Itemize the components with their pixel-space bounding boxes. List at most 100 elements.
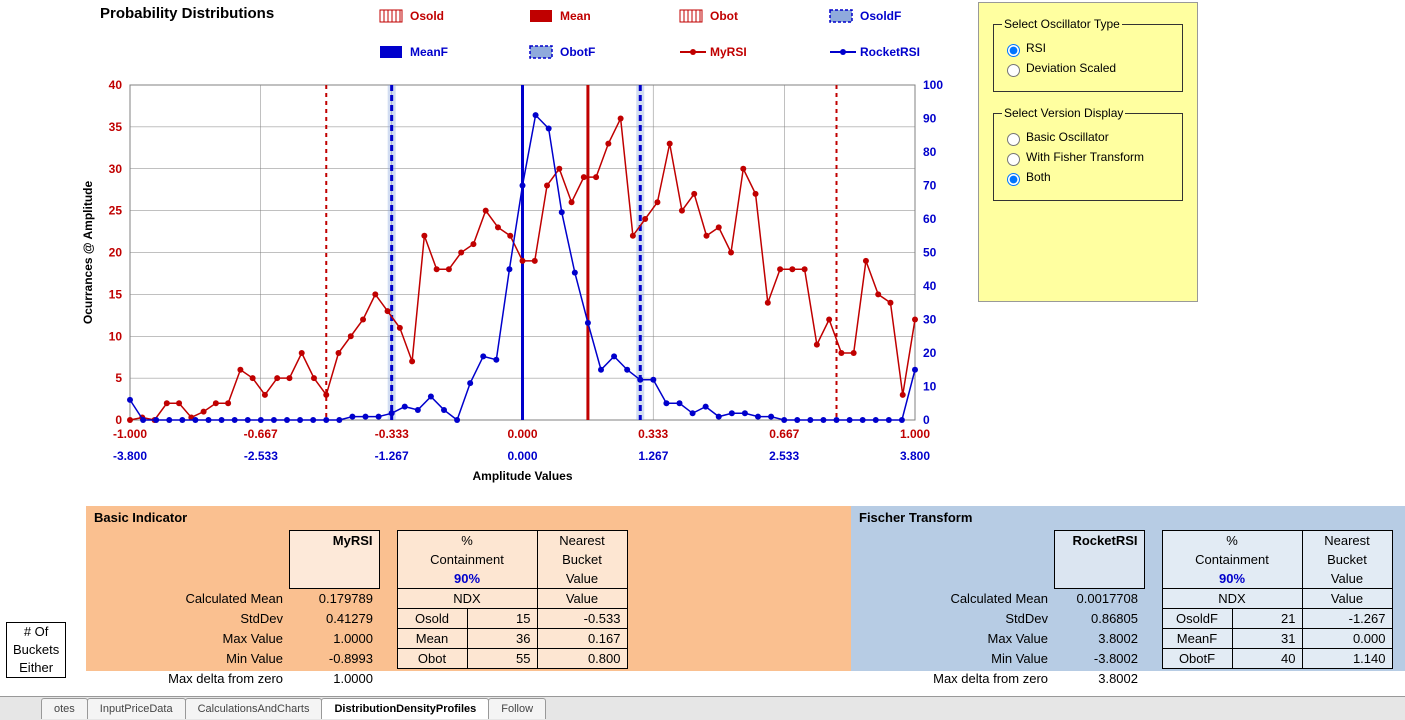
stat-label: StdDev [859, 609, 1054, 629]
buckets-line3: Either [13, 659, 59, 677]
series-marker [271, 417, 277, 423]
y-right-tick: 70 [923, 179, 937, 193]
version-radio[interactable] [1007, 153, 1020, 166]
series-marker [454, 417, 460, 423]
x-top-tick: 0.667 [769, 427, 799, 441]
version-option[interactable]: Basic Oscillator [1002, 130, 1174, 146]
ndx-header: NDX [1162, 589, 1302, 609]
series-marker [402, 404, 408, 410]
series-marker [581, 174, 587, 180]
series-marker [507, 233, 513, 239]
x-bottom-tick: -3.800 [113, 449, 147, 463]
series-marker [729, 410, 735, 416]
stat-label: Max delta from zero [94, 669, 289, 688]
bucket-ndx: 55 [467, 649, 537, 669]
version-radio[interactable] [1007, 173, 1020, 186]
buckets-line1: # Of [13, 623, 59, 641]
series-marker [206, 417, 212, 423]
legend-label: MyRSI [710, 45, 747, 59]
sheet-tab[interactable]: otes [41, 698, 88, 719]
bucket-ndx: 31 [1232, 629, 1302, 649]
bucket-value: -0.533 [537, 609, 627, 629]
oscillator-type-legend: Select Oscillator Type [1002, 17, 1122, 31]
series-marker [421, 233, 427, 239]
series-marker [650, 377, 656, 383]
stat-value: -0.8993 [289, 649, 379, 669]
series-marker [153, 417, 159, 423]
series-marker [533, 112, 539, 118]
series-marker [458, 250, 464, 256]
series-marker [389, 410, 395, 416]
series-marker [446, 266, 452, 272]
stat-value: 0.179789 [289, 589, 379, 609]
series-marker [605, 141, 611, 147]
bucket-name: Osold [397, 609, 467, 629]
series-marker [887, 300, 893, 306]
legend-label: MeanF [410, 45, 448, 59]
fischer-transform-panel: Fischer TransformRocketRSI%NearestContai… [851, 506, 1405, 671]
series-marker [703, 404, 709, 410]
legend-label: Mean [560, 9, 591, 23]
y-right-tick: 30 [923, 313, 937, 327]
series-marker [765, 300, 771, 306]
x-top-tick: 0.333 [638, 427, 668, 441]
ndx-header: NDX [397, 589, 537, 609]
sheet-tab[interactable]: InputPriceData [87, 698, 186, 719]
series-marker [299, 350, 305, 356]
chart-container: Probability DistributionsOsoldMeanObotOs… [0, 0, 960, 503]
version-option[interactable]: Both [1002, 170, 1174, 186]
version-label: With Fisher Transform [1026, 150, 1144, 164]
sheet-tab[interactable]: DistributionDensityProfiles [321, 698, 489, 719]
stat-label: Max Value [94, 629, 289, 649]
series-marker [262, 392, 268, 398]
series-marker [912, 317, 918, 323]
x-bottom-tick: 2.533 [769, 449, 799, 463]
x-bottom-tick: -1.267 [375, 449, 409, 463]
y-left-tick: 10 [109, 329, 123, 343]
version-option[interactable]: With Fisher Transform [1002, 150, 1174, 166]
y-right-tick: 40 [923, 279, 937, 293]
containment-label: Containment [397, 550, 537, 569]
version-radio[interactable] [1007, 133, 1020, 146]
series-marker [164, 400, 170, 406]
series-marker [900, 392, 906, 398]
series-marker [740, 166, 746, 172]
legend-item: MeanF [380, 45, 448, 59]
x-top-tick: 1.000 [900, 427, 930, 441]
bucket-name: MeanF [1162, 629, 1232, 649]
oscillator-option[interactable]: Deviation Scaled [1002, 61, 1174, 77]
oscillator-radio[interactable] [1007, 64, 1020, 77]
stat-label: Min Value [859, 649, 1054, 669]
stat-label: Calculated Mean [94, 589, 289, 609]
oscillator-label: Deviation Scaled [1026, 61, 1116, 75]
oscillator-option[interactable]: RSI [1002, 41, 1174, 57]
series-marker [493, 357, 499, 363]
bucket-name: ObotF [1162, 649, 1232, 669]
series-marker [663, 400, 669, 406]
series-marker [360, 317, 366, 323]
x-top-tick: -0.333 [375, 427, 409, 441]
series-marker [323, 392, 329, 398]
series-marker [598, 367, 604, 373]
panel-header: Fischer Transform [859, 510, 972, 525]
bucket-name: Mean [397, 629, 467, 649]
nearest-h2: Bucket [1302, 550, 1392, 569]
series-marker [348, 333, 354, 339]
oscillator-radio[interactable] [1007, 44, 1020, 57]
series-marker [297, 417, 303, 423]
series-marker [372, 291, 378, 297]
series-name: RocketRSI [1054, 531, 1144, 551]
series-marker [637, 377, 643, 383]
legend-item: Obot [680, 9, 738, 23]
series-marker [716, 414, 722, 420]
series-marker [544, 183, 550, 189]
series-marker [838, 350, 844, 356]
series-marker [703, 233, 709, 239]
sheet-tab[interactable]: CalculationsAndCharts [185, 698, 323, 719]
series-marker [912, 367, 918, 373]
sheet-tab[interactable]: Follow [488, 698, 546, 719]
series-marker [284, 417, 290, 423]
series-marker [860, 417, 866, 423]
series-marker [886, 417, 892, 423]
bucket-ndx: 36 [467, 629, 537, 649]
